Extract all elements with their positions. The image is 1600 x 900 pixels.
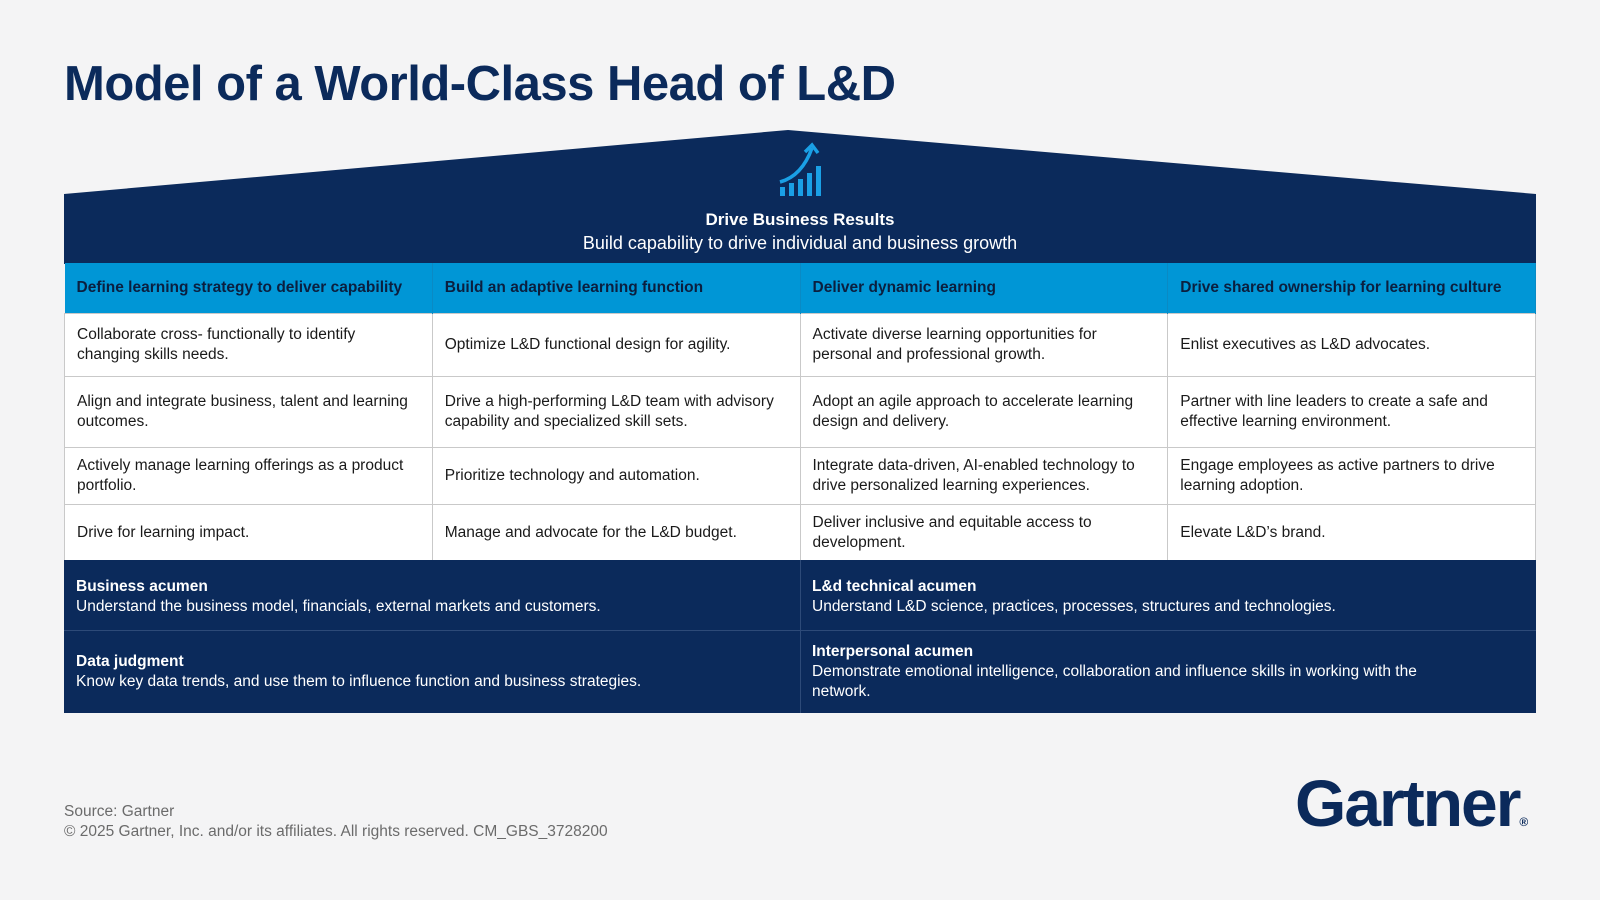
pillar-header-row: Define learning strategy to deliver capa… (64, 263, 1536, 314)
table-cell: Elevate L&D’s brand. (1167, 504, 1536, 562)
table-row: Align and integrate business, talent and… (64, 376, 1536, 448)
table-row: Drive for learning impact. Manage and ad… (64, 504, 1536, 562)
pillar-header: Define learning strategy to deliver capa… (64, 263, 433, 314)
foundation-title: Business acumen (76, 578, 208, 595)
copyright-line: © 2025 Gartner, Inc. and/or its affiliat… (64, 823, 608, 840)
foundation-divider (800, 560, 801, 713)
table-cell: Integrate data-driven, AI-enabled techno… (799, 447, 1169, 505)
capability-table: Define learning strategy to deliver capa… (64, 263, 1536, 562)
foundation-text: Know key data trends, and use them to in… (76, 673, 642, 690)
source-line: Source: Gartner (64, 803, 175, 820)
table-cell: Drive for learning impact. (64, 504, 433, 562)
table-cell: Activate diverse learning opportunities … (799, 313, 1169, 377)
foundation-title: L&d technical acumen (812, 578, 977, 595)
pillar-header: Drive shared ownership for learning cult… (1167, 263, 1536, 314)
table-cell: Optimize L&D functional design for agili… (431, 313, 801, 377)
foundation-business-acumen: Business acumen Understand the business … (64, 577, 800, 617)
gartner-logo: Gartner® (1295, 766, 1529, 840)
roof-text: Drive Business Results Build capability … (64, 210, 1536, 254)
table-cell: Actively manage learning offerings as a … (64, 447, 433, 505)
roof-subheading: Build capability to drive individual and… (582, 233, 1018, 253)
table-cell: Prioritize technology and automation. (431, 447, 801, 505)
table-cell: Engage employees as active partners to d… (1167, 447, 1536, 505)
source-note: Source: Gartner © 2025 Gartner, Inc. and… (64, 802, 608, 842)
table-cell: Partner with line leaders to create a sa… (1167, 376, 1536, 448)
foundation-data-judgment: Data judgment Know key data trends, and … (64, 652, 800, 692)
growth-chart-arrow-icon (779, 142, 821, 196)
foundation-block: Business acumen Understand the business … (64, 560, 1536, 713)
table-row: Collaborate cross- functionally to ident… (64, 313, 1536, 377)
foundation-interpersonal-acumen: Interpersonal acumen Demonstrate emotion… (800, 642, 1440, 702)
table-cell: Collaborate cross- functionally to ident… (64, 313, 433, 377)
table-cell: Align and integrate business, talent and… (64, 376, 433, 448)
table-row: Actively manage learning offerings as a … (64, 447, 1536, 505)
roof-heading: Drive Business Results (705, 210, 895, 229)
pillar-header: Build an adaptive learning function (432, 263, 801, 314)
table-cell: Manage and advocate for the L&D budget. (431, 504, 801, 562)
foundation-title: Data judgment (76, 653, 184, 670)
table-cell: Enlist executives as L&D advocates. (1167, 313, 1536, 377)
foundation-text: Understand L&D science, practices, proce… (812, 598, 1336, 615)
pillar-header: Deliver dynamic learning (800, 263, 1169, 314)
table-cell: Drive a high-performing L&D team with ad… (431, 376, 801, 448)
page-title: Model of a World-Class Head of L&D (64, 57, 896, 111)
foundation-technical-acumen: L&d technical acumen Understand L&D scie… (800, 577, 1536, 617)
foundation-text: Demonstrate emotional intelligence, coll… (812, 663, 1417, 700)
roof-shape (64, 130, 1536, 264)
foundation-text: Understand the business model, financial… (76, 598, 601, 615)
foundation-title: Interpersonal acumen (812, 643, 974, 660)
table-cell: Deliver inclusive and equitable access t… (799, 504, 1169, 562)
table-cell: Adopt an agile approach to accelerate le… (799, 376, 1169, 448)
